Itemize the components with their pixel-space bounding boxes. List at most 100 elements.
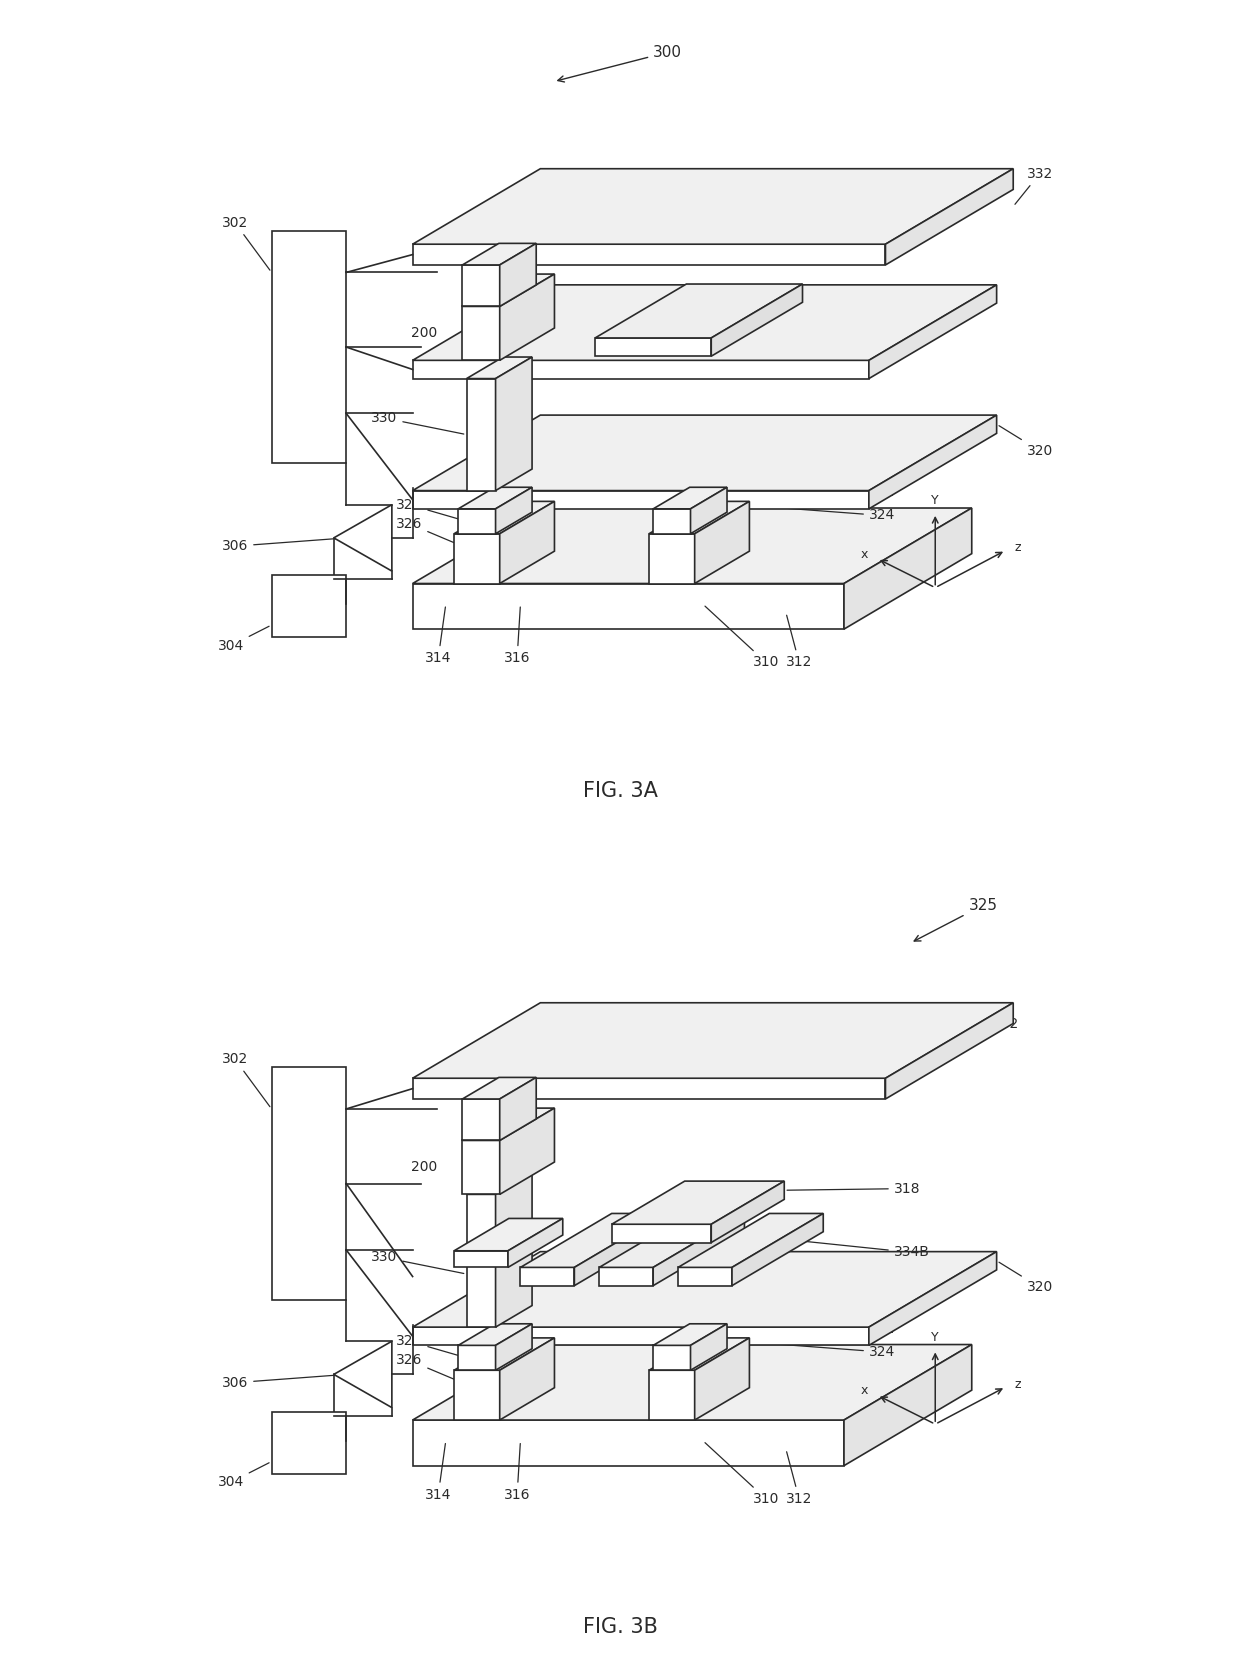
Text: 318: 318	[805, 291, 920, 306]
Text: 324: 324	[753, 506, 895, 522]
Polygon shape	[459, 509, 496, 534]
Text: 304: 304	[218, 1463, 269, 1488]
Text: 304: 304	[218, 627, 269, 654]
Polygon shape	[678, 1213, 823, 1267]
Text: x: x	[861, 548, 868, 561]
Text: z: z	[1016, 1378, 1022, 1391]
Polygon shape	[413, 1079, 885, 1099]
Polygon shape	[463, 265, 500, 306]
Polygon shape	[694, 1337, 749, 1420]
Polygon shape	[413, 168, 1013, 244]
Polygon shape	[459, 487, 532, 509]
Text: 314: 314	[425, 1443, 451, 1502]
Polygon shape	[334, 1341, 392, 1408]
Polygon shape	[272, 1067, 346, 1300]
Polygon shape	[611, 1181, 784, 1225]
Text: 322: 322	[753, 1322, 895, 1336]
Polygon shape	[521, 1267, 574, 1285]
Polygon shape	[869, 415, 997, 509]
Polygon shape	[463, 1099, 500, 1141]
Polygon shape	[653, 1213, 744, 1285]
Polygon shape	[334, 504, 392, 571]
Text: 330: 330	[371, 1250, 464, 1273]
Text: 325: 325	[914, 897, 997, 941]
Text: 332: 332	[965, 1018, 1019, 1033]
Polygon shape	[463, 274, 554, 306]
Polygon shape	[649, 534, 694, 583]
Text: FIG. 3B: FIG. 3B	[583, 1618, 657, 1638]
Text: 316: 316	[503, 1443, 531, 1502]
Polygon shape	[463, 1109, 554, 1141]
Polygon shape	[500, 1337, 554, 1420]
Polygon shape	[595, 284, 802, 338]
Polygon shape	[496, 358, 532, 491]
Polygon shape	[694, 501, 749, 583]
Polygon shape	[653, 1324, 727, 1346]
Text: Y: Y	[931, 1331, 939, 1344]
Text: 306: 306	[222, 538, 343, 553]
Polygon shape	[459, 1324, 532, 1346]
Polygon shape	[413, 415, 997, 491]
Text: 320: 320	[999, 425, 1053, 457]
Polygon shape	[712, 1181, 784, 1243]
Polygon shape	[454, 1371, 500, 1420]
Text: 302: 302	[222, 215, 270, 270]
Text: 310: 310	[706, 606, 779, 669]
Polygon shape	[496, 1324, 532, 1371]
Polygon shape	[649, 501, 749, 534]
Text: FIG. 3A: FIG. 3A	[583, 781, 657, 801]
Polygon shape	[521, 1213, 666, 1267]
Polygon shape	[496, 487, 532, 534]
Polygon shape	[678, 1267, 732, 1285]
Polygon shape	[466, 358, 532, 378]
Polygon shape	[732, 1213, 823, 1285]
Polygon shape	[885, 1003, 1013, 1099]
Polygon shape	[500, 501, 554, 583]
Polygon shape	[272, 230, 346, 464]
Polygon shape	[413, 244, 885, 265]
Polygon shape	[869, 1252, 997, 1346]
Polygon shape	[413, 1420, 844, 1465]
Polygon shape	[599, 1213, 744, 1267]
Text: Y: Y	[931, 494, 939, 507]
Text: 332: 332	[1016, 166, 1053, 205]
Text: 334A: 334A	[777, 312, 930, 326]
Polygon shape	[413, 1327, 869, 1346]
Polygon shape	[413, 1003, 1013, 1079]
Text: 326: 326	[396, 1354, 460, 1381]
Text: 334B: 334B	[730, 1233, 930, 1260]
Polygon shape	[454, 501, 554, 534]
Polygon shape	[454, 1252, 508, 1267]
Polygon shape	[463, 244, 536, 265]
Polygon shape	[595, 338, 712, 356]
Polygon shape	[653, 509, 691, 534]
Polygon shape	[463, 1141, 500, 1194]
Polygon shape	[272, 575, 346, 637]
Polygon shape	[869, 286, 997, 378]
Polygon shape	[691, 1324, 727, 1371]
Polygon shape	[500, 244, 536, 306]
Polygon shape	[413, 491, 869, 509]
Polygon shape	[272, 1411, 346, 1473]
Polygon shape	[413, 1344, 972, 1420]
Text: 324: 324	[753, 1342, 895, 1359]
Text: 314: 314	[425, 606, 451, 665]
Text: 318: 318	[787, 1181, 920, 1196]
Polygon shape	[712, 284, 802, 356]
Text: 312: 312	[786, 615, 812, 669]
Polygon shape	[454, 534, 500, 583]
Polygon shape	[413, 583, 844, 628]
Polygon shape	[459, 1346, 496, 1371]
Polygon shape	[466, 1173, 532, 1194]
Polygon shape	[466, 1194, 496, 1327]
Text: x: x	[861, 1384, 868, 1398]
Text: 302: 302	[222, 1052, 270, 1107]
Polygon shape	[653, 487, 727, 509]
Polygon shape	[463, 306, 500, 360]
Polygon shape	[691, 487, 727, 534]
Polygon shape	[454, 1218, 563, 1252]
Text: 310: 310	[706, 1443, 779, 1505]
Polygon shape	[454, 1337, 554, 1371]
Polygon shape	[500, 274, 554, 360]
Polygon shape	[463, 1077, 536, 1099]
